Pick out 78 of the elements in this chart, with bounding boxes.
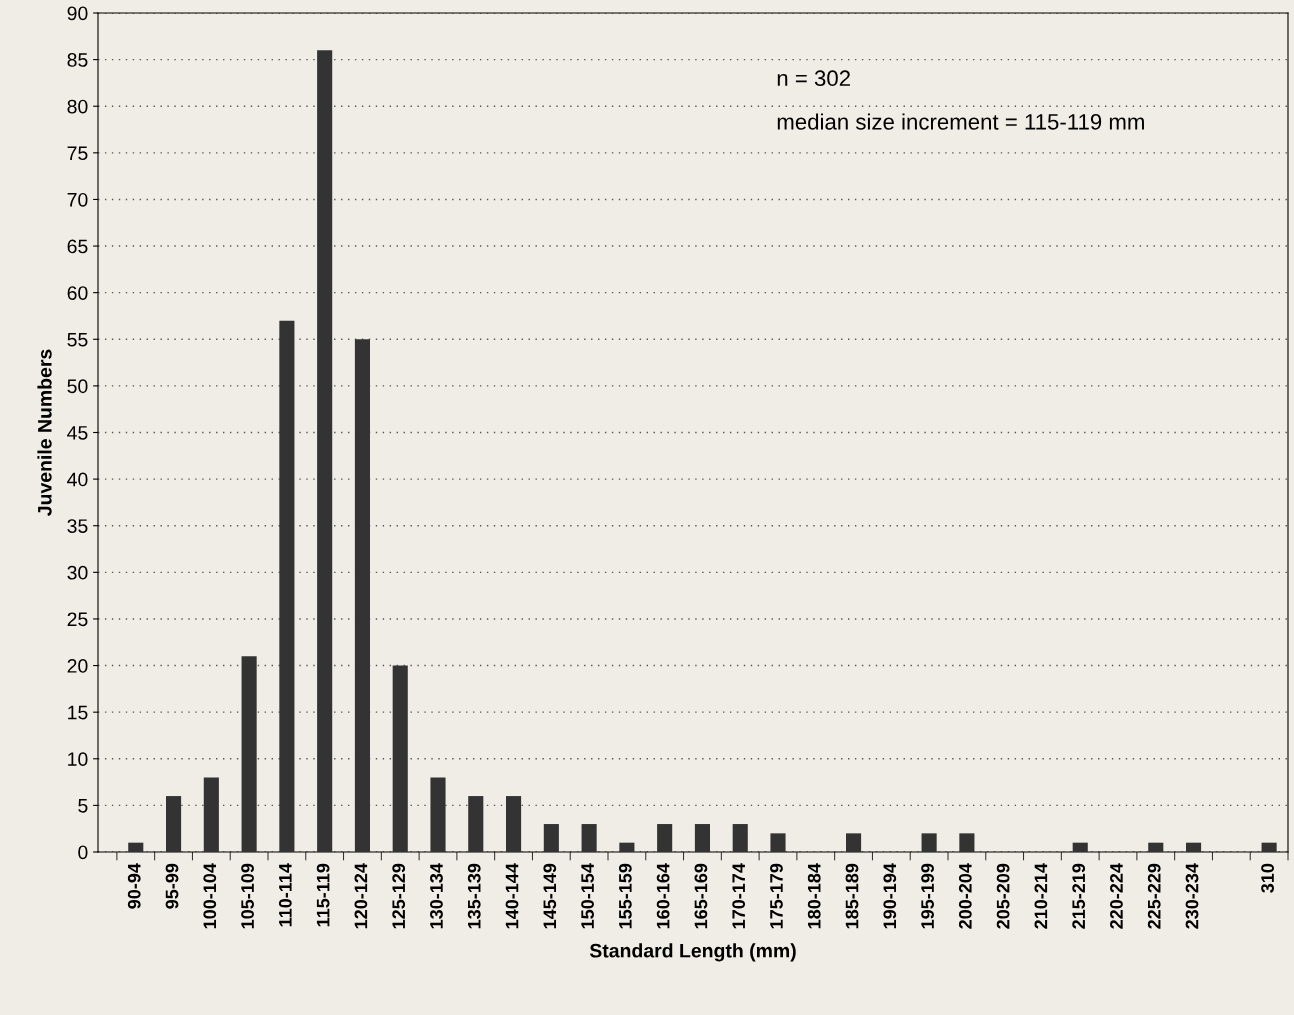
x-tick-label: 125-129	[392, 863, 406, 929]
x-tick-label: 180-184	[807, 863, 821, 929]
y-tick-label: 75	[67, 146, 88, 161]
y-tick-label: 55	[67, 332, 88, 347]
x-tick-label: 115-119	[316, 863, 330, 927]
bar	[506, 796, 522, 852]
bar	[241, 656, 257, 852]
y-tick-label: 0	[78, 845, 88, 860]
x-tick-label: 110-114	[278, 863, 292, 927]
x-tick-label: 185-189	[845, 863, 859, 929]
annotation: median size increment = 115-119 mm	[777, 113, 1144, 130]
bar	[543, 824, 559, 852]
x-tick-label: 100-104	[203, 863, 217, 929]
y-tick-label: 40	[67, 472, 88, 487]
x-tick-label: 95-99	[165, 863, 179, 909]
bar	[430, 777, 446, 852]
bar	[354, 339, 370, 852]
x-tick-label: 175-179	[770, 863, 783, 929]
x-tick-label: 210-214	[1034, 863, 1048, 929]
x-tick-label: 155-159	[618, 863, 632, 929]
x-tick-label: 205-209	[996, 863, 1010, 929]
bar	[959, 833, 975, 852]
y-tick-label: 50	[67, 379, 88, 394]
y-tick-label: 20	[67, 659, 88, 673]
x-tick-label: 105-109	[241, 863, 254, 929]
annotation: n = 302	[777, 70, 850, 87]
x-tick-label: 90-94	[127, 863, 141, 909]
bar	[166, 796, 182, 852]
y-tick-label: 10	[68, 752, 88, 767]
x-tick-label: 140-144	[505, 863, 519, 929]
bar	[732, 824, 748, 852]
y-tick-label: 80	[67, 99, 88, 114]
bar	[1148, 842, 1164, 852]
x-tick-label: 120-124	[354, 863, 368, 929]
bar	[279, 320, 295, 852]
bar	[203, 777, 219, 852]
x-tick-label: 145-149	[543, 863, 557, 929]
bar	[846, 833, 862, 852]
x-tick-label: 160-164	[656, 863, 670, 929]
x-tick-label: 190-194	[883, 863, 897, 929]
bar	[921, 833, 937, 852]
bar	[392, 665, 408, 852]
x-tick-label: 230-234	[1185, 863, 1199, 929]
bar	[619, 842, 635, 852]
x-tick-label: 135-139	[467, 863, 481, 929]
y-tick-label: 25	[67, 612, 88, 627]
bar	[1072, 842, 1088, 852]
x-tick-label: 220-224	[1110, 863, 1123, 929]
x-tick-label: 200-204	[958, 863, 972, 929]
bar	[581, 824, 597, 852]
bar	[770, 833, 786, 852]
x-tick-label: 310	[1261, 863, 1274, 893]
bar	[468, 796, 484, 852]
y-tick-label: 60	[67, 286, 88, 300]
y-tick-label: 90	[67, 6, 88, 21]
x-tick-label: 150-154	[581, 863, 594, 929]
bar	[317, 50, 333, 852]
y-tick-label: 35	[67, 519, 88, 533]
x-tick-label: 165-169	[694, 863, 708, 929]
x-tick-label: 195-199	[921, 863, 934, 929]
x-axis-title: Standard Length (mm)	[589, 943, 796, 962]
x-tick-label: 215-219	[1072, 863, 1086, 929]
y-tick-label: 15	[68, 705, 88, 720]
bar	[128, 842, 144, 852]
y-tick-label: 65	[67, 239, 88, 254]
bar	[694, 824, 710, 852]
x-tick-label: 170-174	[732, 863, 746, 929]
y-tick-label: 5	[78, 799, 88, 813]
bar	[657, 824, 673, 852]
y-tick-label: 70	[67, 192, 88, 207]
x-tick-label: 130-134	[430, 863, 443, 929]
y-tick-label: 45	[67, 426, 88, 440]
bar	[1261, 842, 1277, 852]
bar	[1186, 842, 1202, 852]
x-tick-label: 225-229	[1147, 863, 1161, 929]
y-tick-label: 85	[67, 53, 88, 67]
y-tick-label: 30	[67, 565, 88, 580]
y-axis-title: Juvenile Numbers	[37, 349, 52, 516]
